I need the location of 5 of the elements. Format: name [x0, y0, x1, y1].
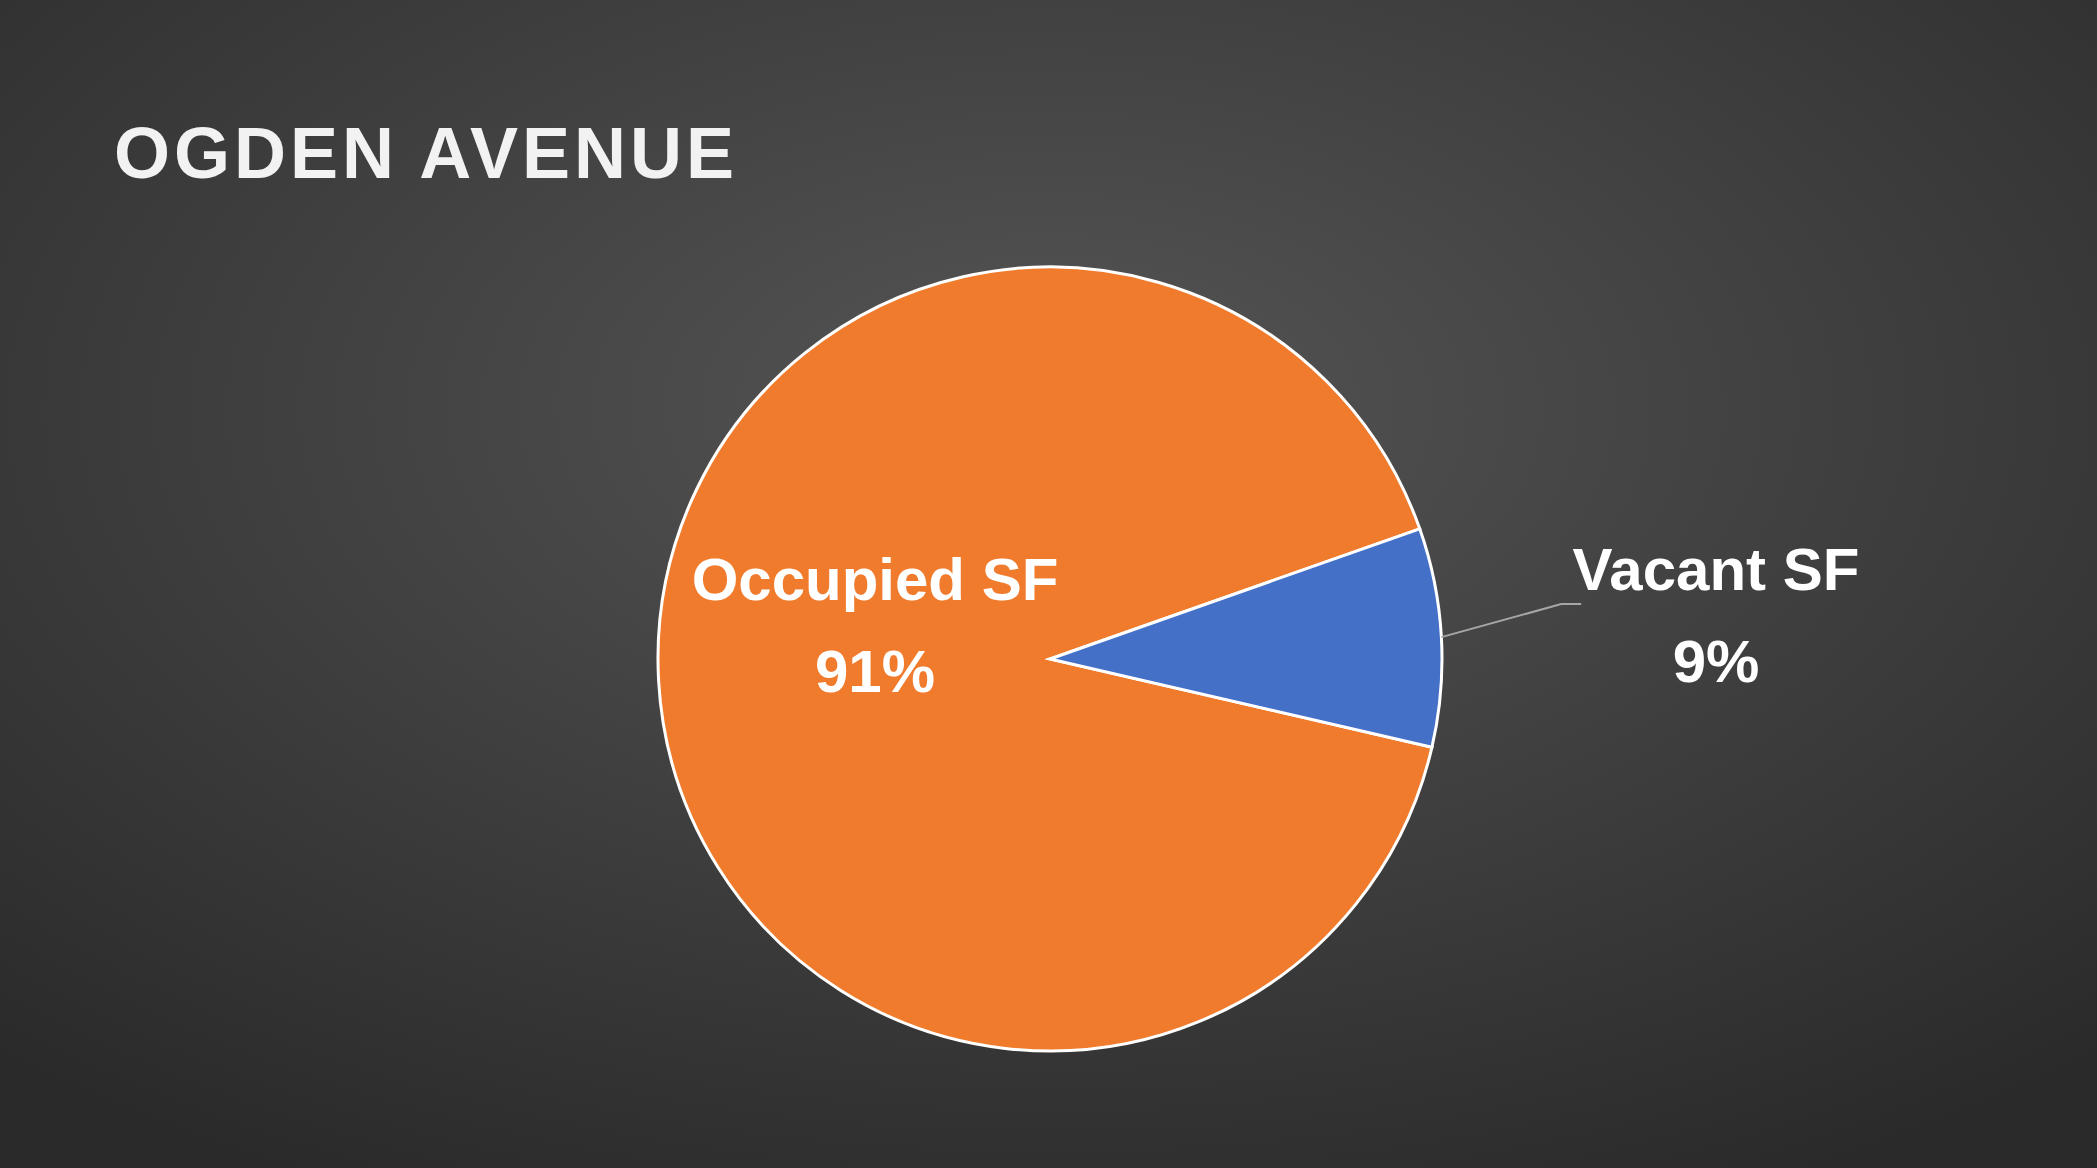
data-label: 9% [1672, 628, 1760, 695]
data-label: 91% [814, 638, 936, 705]
slice-label: Occupied SF [691, 546, 1059, 613]
chart-title: OGDEN AVENUE [114, 113, 739, 193]
slice-label: Vacant SF [1572, 536, 1860, 603]
